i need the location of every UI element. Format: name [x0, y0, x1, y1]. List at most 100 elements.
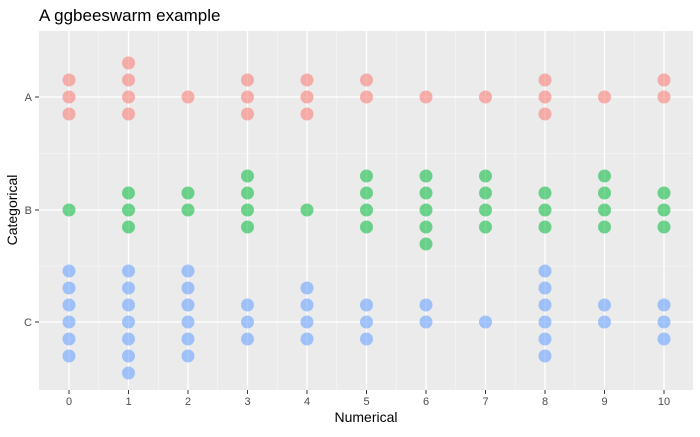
data-point-b — [300, 203, 314, 217]
data-point-b — [241, 203, 254, 217]
x-tick-label: 3 — [244, 396, 250, 408]
data-point-a — [181, 90, 195, 104]
data-point-b — [598, 203, 611, 217]
x-tick-label: 8 — [542, 396, 548, 408]
data-point-b — [360, 203, 373, 217]
data-point-c — [181, 332, 195, 346]
data-point-b — [241, 169, 254, 183]
data-point-c — [538, 264, 552, 278]
data-point-c — [300, 281, 314, 295]
data-point-b — [241, 186, 254, 200]
data-point-a — [122, 90, 135, 104]
data-point-b — [598, 220, 611, 234]
data-point-b — [122, 220, 135, 234]
data-point-b — [538, 186, 552, 200]
data-point-c — [241, 332, 254, 346]
data-point-c — [300, 298, 314, 312]
data-point-c — [657, 332, 671, 346]
data-point-c — [360, 315, 373, 329]
data-point-b — [62, 203, 76, 217]
data-point-c — [419, 315, 433, 329]
data-point-c — [181, 298, 195, 312]
data-point-c — [300, 315, 314, 329]
y-tick-label: C — [24, 317, 32, 329]
data-point-a — [122, 73, 135, 87]
data-point-a — [241, 107, 254, 121]
x-tick-label: 9 — [601, 396, 607, 408]
data-point-b — [360, 186, 373, 200]
data-point-c — [598, 315, 611, 329]
data-point-a — [300, 90, 314, 104]
data-point-a — [122, 107, 135, 121]
data-point-a — [360, 73, 373, 87]
data-point-c — [360, 332, 373, 346]
data-point-c — [62, 281, 76, 295]
data-point-b — [360, 169, 373, 183]
data-point-b — [419, 186, 433, 200]
data-point-a — [657, 90, 671, 104]
data-point-a — [598, 90, 611, 104]
data-point-b — [479, 169, 492, 183]
x-tick-label: 7 — [482, 396, 488, 408]
y-tick-label: A — [25, 92, 33, 104]
data-point-b — [479, 220, 492, 234]
data-point-b — [538, 203, 552, 217]
data-point-c — [122, 332, 135, 346]
data-point-a — [538, 73, 552, 87]
data-point-c — [62, 349, 76, 363]
data-point-b — [538, 220, 552, 234]
data-point-c — [181, 264, 195, 278]
data-point-a — [538, 90, 552, 104]
data-point-c — [62, 264, 76, 278]
data-point-a — [360, 90, 373, 104]
x-tick-label: 6 — [423, 396, 429, 408]
data-point-b — [241, 220, 254, 234]
data-point-b — [122, 186, 135, 200]
data-point-b — [419, 237, 433, 251]
data-point-a — [122, 56, 135, 70]
y-axis-title: Categorical — [4, 175, 20, 246]
data-point-b — [181, 186, 195, 200]
data-point-c — [122, 315, 135, 329]
y-axis: A B C — [24, 92, 39, 329]
data-point-c — [538, 332, 552, 346]
y-tick-label: B — [25, 205, 32, 217]
data-point-c — [538, 315, 552, 329]
data-point-c — [62, 332, 76, 346]
x-tick-label: 1 — [125, 396, 131, 408]
data-point-a — [538, 107, 552, 121]
data-point-c — [122, 366, 135, 380]
data-point-c — [300, 332, 314, 346]
data-point-c — [181, 281, 195, 295]
data-point-a — [300, 73, 314, 87]
data-point-c — [62, 298, 76, 312]
data-point-b — [419, 169, 433, 183]
data-point-b — [419, 203, 433, 217]
data-point-c — [479, 315, 492, 329]
data-point-b — [122, 203, 135, 217]
x-tick-label: 4 — [304, 396, 310, 408]
data-point-a — [479, 90, 492, 104]
data-point-c — [241, 315, 254, 329]
x-tick-label: 0 — [66, 396, 72, 408]
data-point-c — [538, 281, 552, 295]
data-point-c — [538, 349, 552, 363]
data-point-b — [419, 220, 433, 234]
data-point-b — [598, 169, 611, 183]
x-axis-title: Numerical — [334, 409, 397, 425]
data-point-a — [62, 90, 76, 104]
data-point-c — [181, 349, 195, 363]
x-tick-label: 2 — [185, 396, 191, 408]
data-point-a — [241, 73, 254, 87]
data-point-c — [241, 298, 254, 312]
data-point-a — [62, 107, 76, 121]
data-point-b — [657, 220, 671, 234]
data-point-b — [479, 203, 492, 217]
data-point-a — [241, 90, 254, 104]
data-point-b — [598, 186, 611, 200]
data-point-c — [657, 315, 671, 329]
data-point-c — [62, 315, 76, 329]
x-axis: 0 1 2 3 4 5 6 7 8 9 10 — [66, 390, 670, 408]
